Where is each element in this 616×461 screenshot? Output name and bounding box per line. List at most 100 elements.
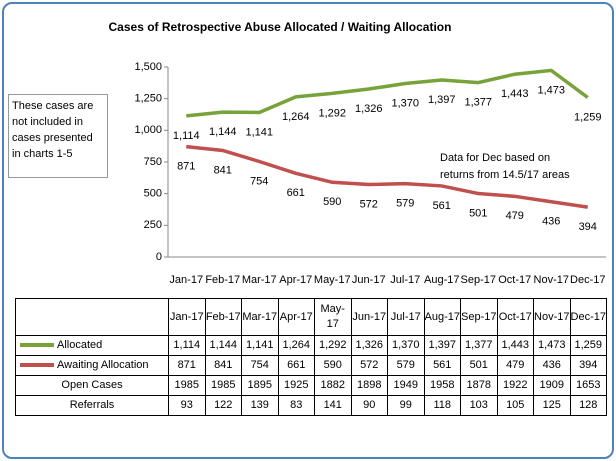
table-cell: 1985 — [168, 375, 206, 396]
note: Data for Dec based on returns from 14.5/… — [440, 152, 570, 181]
table-cell: 1922 — [496, 375, 534, 396]
table-cell: 561 — [423, 355, 461, 376]
legend-label: Allocated — [57, 339, 103, 351]
column-header: Apr-17 — [277, 298, 315, 336]
data-label: 501 — [469, 207, 487, 219]
table-cell: 1,292 — [314, 335, 352, 356]
table-cell: 1,326 — [350, 335, 388, 356]
data-label: 841 — [214, 164, 232, 176]
data-label: 1,473 — [537, 84, 565, 96]
table-cell: 125 — [533, 395, 571, 416]
y-tick-label: 250 — [144, 219, 162, 231]
table-cell: 1925 — [277, 375, 315, 396]
legend-swatch — [20, 363, 54, 368]
data-label: 436 — [542, 216, 560, 228]
series-line — [186, 144, 589, 209]
table-cell: 1,264 — [277, 335, 315, 356]
table-cell: 122 — [204, 395, 242, 416]
x-tick-label: Apr-17 — [279, 274, 312, 286]
data-label: 1,377 — [464, 96, 492, 108]
data-label: 871 — [177, 161, 195, 173]
table-row: Jan-17 Feb-17 Mar-17 Apr-17 May-17 Jun-17 Jul-… — [15, 298, 607, 336]
table-cell: 1958 — [423, 375, 461, 396]
data-label: 754 — [250, 175, 268, 187]
table-cell: 103 — [460, 395, 498, 416]
table-row: Referrals 93 122 139 83 141 90 99 118 103 105 125 12… — [15, 395, 607, 416]
table-cell: 105 — [496, 395, 534, 416]
data-label: 1,144 — [209, 126, 237, 138]
table-cell: 479 — [496, 355, 534, 376]
data-label: 1,114 — [173, 130, 200, 142]
table-cell: 1,141 — [241, 335, 279, 356]
table-cell: 579 — [387, 355, 425, 376]
column-header: Nov-17 — [533, 298, 571, 336]
column-header: Jul-17 — [387, 298, 425, 336]
y-tick-label: 0 — [156, 251, 162, 263]
row-header: Referrals — [15, 395, 169, 416]
x-tick-label: Sep-17 — [461, 274, 496, 286]
y-tick-label: 1,000 — [134, 124, 162, 136]
column-header: Sep-17 — [460, 298, 498, 336]
data-label: 1,259 — [574, 111, 602, 123]
table-cell: 1,259 — [569, 335, 607, 356]
table-cell: 841 — [204, 355, 242, 376]
table-cell: 572 — [350, 355, 388, 376]
series-line — [186, 68, 589, 118]
x-tick-label: Mar-17 — [242, 274, 277, 286]
table-cell: 118 — [423, 395, 461, 416]
table-row: Open Cases 1985 1985 1895 1925 1882 1898 1949 19… — [15, 375, 607, 396]
table-cell: 139 — [241, 395, 279, 416]
data-label: 572 — [360, 198, 378, 210]
data-label: 561 — [433, 200, 451, 212]
legend-item: Awaiting Allocation — [15, 355, 169, 376]
table-cell: 661 — [277, 355, 315, 376]
column-header: Mar-17 — [241, 298, 279, 336]
x-tick-label: Feb-17 — [205, 274, 240, 286]
table-cell: 1898 — [350, 375, 388, 396]
data-label: 479 — [506, 210, 524, 222]
data-table: Jan-17 Feb-17 Mar-17 Apr-17 May-17 Jun-17 Jul-… — [15, 298, 607, 416]
table-cell: 90 — [350, 395, 388, 416]
table-cell: 501 — [460, 355, 498, 376]
table-row: Allocated 1,114 1,144 1,141 1,264 1,292 1,326 1… — [15, 335, 607, 356]
table-cell: 1653 — [569, 375, 607, 396]
legend-item: Allocated — [15, 335, 169, 356]
table-cell: 99 — [387, 395, 425, 416]
data-label: 1,141 — [245, 126, 273, 138]
column-header: May-17 — [314, 298, 352, 336]
column-header: Oct-17 — [496, 298, 534, 336]
y-tick-label: 1,500 — [134, 61, 162, 73]
x-tick-label: Jul-17 — [390, 274, 420, 286]
table-cell: 1,397 — [423, 335, 461, 356]
table-cell: 1,144 — [204, 335, 242, 356]
chart-title: Cases of Retrospective Abuse Allocated /… — [109, 20, 452, 34]
table-cell: 128 — [569, 395, 607, 416]
table-cell: 1878 — [460, 375, 498, 396]
data-label: 394 — [579, 221, 597, 233]
table-cell: 1,114 — [168, 335, 206, 356]
table-cell: 1,443 — [496, 335, 534, 356]
x-tick-label: Jun-17 — [352, 274, 386, 286]
x-tick-label: Dec-17 — [570, 274, 605, 286]
table-cell: 590 — [314, 355, 352, 376]
column-header: Jan-17 — [168, 298, 206, 336]
legend-label: Awaiting Allocation — [57, 359, 149, 371]
table-cell: 1,377 — [460, 335, 498, 356]
data-label: 590 — [323, 196, 341, 208]
table-cell: 1,473 — [533, 335, 571, 356]
x-tick-label: Jan-17 — [169, 274, 203, 286]
row-header: Open Cases — [15, 375, 169, 396]
table-cell: 871 — [168, 355, 206, 376]
table-cell: 1882 — [314, 375, 352, 396]
table-cell: 754 — [241, 355, 279, 376]
table-cell: 394 — [569, 355, 607, 376]
table-cell: 436 — [533, 355, 571, 376]
column-header: Feb-17 — [204, 298, 242, 336]
table-cell: 1895 — [241, 375, 279, 396]
data-label: 1,397 — [428, 94, 456, 106]
table-cell — [15, 298, 169, 336]
x-tick-label: Aug-17 — [424, 274, 459, 286]
